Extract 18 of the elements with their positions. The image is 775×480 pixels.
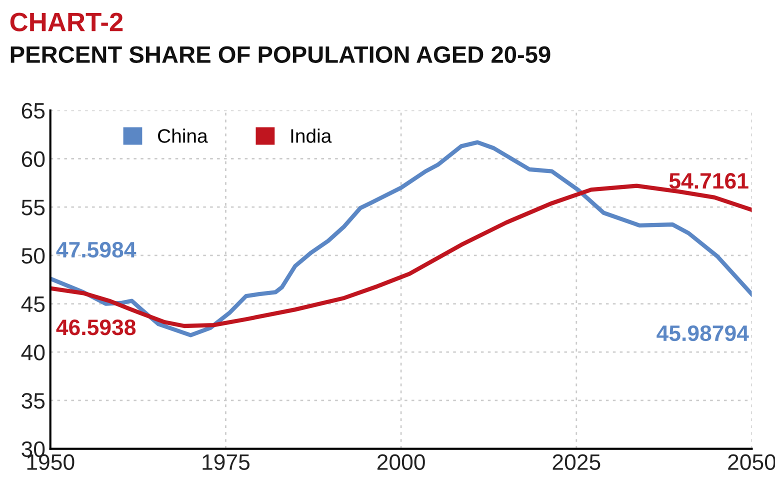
y-tick-label: 55 (22, 200, 45, 216)
data-label: 54.7161 (669, 173, 748, 189)
y-tick-label: 60 (22, 151, 45, 168)
y-tick-label: 50 (22, 248, 45, 264)
data-label: 47.5984 (56, 242, 136, 258)
y-tick-label: 40 (21, 344, 45, 360)
y-tick-label: 45 (21, 296, 45, 312)
legend-label: India (291, 128, 332, 143)
y-tick-label: 65 (22, 102, 45, 119)
x-tick-label: 2000 (377, 454, 425, 470)
chart-subtitle: PERCENT SHARE OF POPULATION AGED 20-59 (10, 46, 550, 63)
legend-label: China (158, 128, 208, 143)
chart-title: CHART-2 (10, 12, 123, 32)
y-tick-label: 35 (22, 392, 45, 409)
x-tick-label: 2025 (552, 454, 600, 470)
data-label: 45.98794 (656, 325, 749, 342)
x-tick-label: 1975 (202, 454, 250, 470)
data-label: 46.5938 (56, 320, 136, 336)
